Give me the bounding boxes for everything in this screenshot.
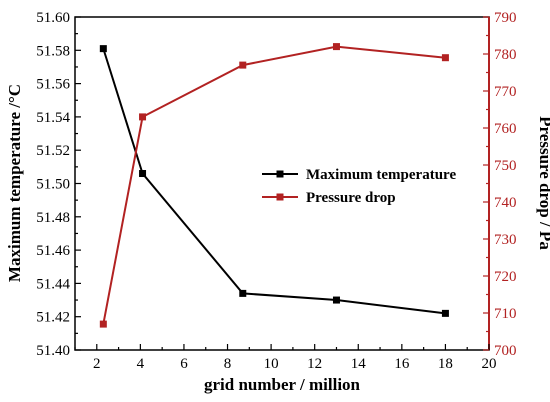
x-tick-label: 16 (394, 356, 410, 372)
left-tick-label: 51.52 (36, 143, 70, 159)
x-axis-title: grid number / million (204, 375, 361, 394)
legend-label-pressure: Pressure drop (306, 190, 396, 206)
legend-marker-temperature (276, 170, 284, 178)
left-tick-label: 51.50 (36, 177, 70, 193)
right-y-axis: 700 710 720 730 740 750 760 770 780 790 (483, 10, 517, 359)
legend: Maximum temperature Pressure drop (262, 167, 456, 206)
right-tick-label: 700 (494, 343, 517, 359)
point-temperature (239, 289, 247, 297)
x-tick-label: 4 (137, 356, 145, 372)
point-pressure (239, 61, 247, 69)
left-tick-label: 51.40 (36, 343, 70, 359)
right-axis-title: Pressure drop / Pa (536, 116, 550, 250)
series-line-pressure (102, 45, 446, 325)
x-tick-label: 20 (482, 356, 497, 372)
right-tick-label: 720 (494, 269, 517, 285)
point-pressure (139, 113, 147, 121)
left-axis-title: Maximum temperature /°C (5, 84, 24, 282)
left-tick-label: 51.42 (36, 310, 70, 326)
left-tick-label: 51.56 (36, 77, 70, 93)
x-tick-label: 18 (438, 356, 453, 372)
left-tick-label: 51.44 (36, 276, 70, 292)
left-tick-label: 51.48 (36, 210, 70, 226)
x-tick-label: 6 (180, 356, 188, 372)
right-tick-label: 750 (494, 158, 517, 174)
left-tick-label: 51.54 (36, 110, 70, 126)
point-pressure (332, 43, 340, 51)
left-tick-label: 51.58 (36, 43, 70, 59)
right-tick-label: 770 (494, 84, 517, 100)
right-tick-label: 730 (494, 232, 517, 248)
left-y-axis: 51.40 51.42 51.44 51.46 51.48 51.50 51.52 51.54… (36, 10, 81, 359)
point-pressure (99, 320, 107, 328)
point-temperature (139, 170, 147, 178)
legend-marker-pressure (276, 193, 284, 201)
right-tick-label: 780 (494, 47, 517, 63)
x-tick-label: 14 (351, 356, 367, 372)
plot-frame (74, 16, 490, 351)
x-tick-label: 10 (264, 356, 279, 372)
right-tick-label: 760 (494, 121, 517, 137)
point-temperature (99, 45, 107, 53)
right-tick-label: 710 (494, 306, 517, 322)
x-tick-label: 12 (307, 356, 322, 372)
left-tick-label: 51.46 (36, 243, 70, 259)
right-tick-label: 790 (494, 10, 517, 26)
x-tick-label: 8 (224, 356, 232, 372)
left-tick-label: 51.60 (36, 10, 70, 26)
point-temperature (441, 309, 449, 317)
legend-label-temperature: Maximum temperature (306, 167, 456, 183)
series-layer (99, 43, 449, 328)
x-axis: 2 4 6 8 10 12 14 16 18 20 (74, 344, 497, 372)
right-tick-label: 740 (494, 195, 517, 211)
point-temperature (332, 296, 340, 304)
point-pressure (441, 54, 449, 62)
x-tick-label: 2 (93, 356, 101, 372)
